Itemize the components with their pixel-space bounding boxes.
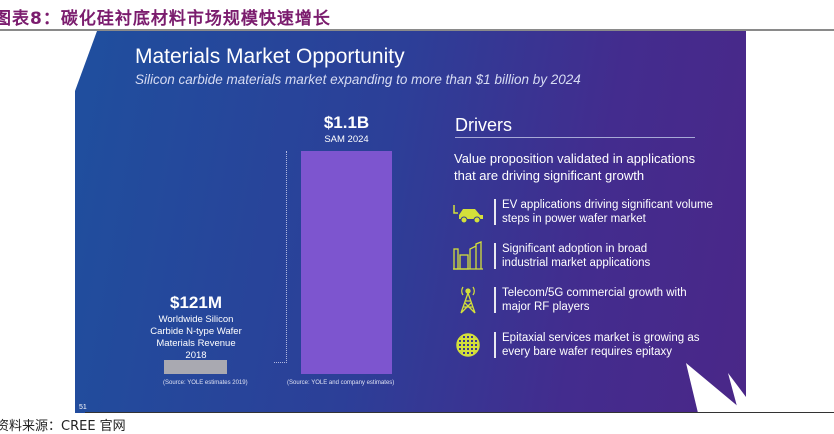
connector-line: [286, 151, 287, 363]
driver-text: every bare wafer requires epitaxy: [502, 346, 673, 358]
bar-2018: [164, 360, 227, 374]
factory-icon: [450, 241, 486, 271]
value-prop-line: Value proposition validated in applicati…: [454, 151, 696, 166]
left-label-line: Carbide N-type Wafer: [150, 326, 242, 337]
drivers-heading: Drivers: [455, 115, 512, 135]
driver-text: steps in power wafer market: [502, 213, 646, 225]
driver-text: major RF players: [502, 301, 590, 313]
driver-text: EV applications driving significant volu…: [502, 198, 713, 211]
divider: [0, 29, 834, 31]
driver-item: Significant adoption in broad industrial …: [450, 241, 650, 271]
slide-title: Materials Market Opportunity: [135, 45, 405, 68]
left-label-line: Worldwide Silicon: [158, 314, 234, 325]
driver-item: Epitaxial services market is growing as e…: [450, 330, 700, 360]
value-proposition: Value proposition validated in applicati…: [454, 150, 695, 184]
bar-2024: [301, 151, 392, 374]
driver-text: Epitaxial services market is growing as: [502, 331, 700, 344]
right-label: SAM 2024: [324, 134, 369, 145]
driver-text: Telecom/5G commercial growth with: [502, 286, 687, 299]
driver-item: EV applications driving significant volu…: [450, 197, 713, 227]
separator: [494, 287, 496, 313]
slide: Materials Market Opportunity Silicon car…: [75, 31, 746, 413]
figure-caption: 图表8：碳化硅衬底材料市场规模快速增长: [0, 9, 331, 29]
separator: [494, 199, 496, 225]
left-label: Worldwide Silicon Carbide N-type Wafer M…: [145, 314, 247, 362]
value-prop-line: that are driving significant growth: [454, 168, 645, 183]
left-source: (Source: YOLE estimates 2019): [163, 380, 248, 386]
separator: [494, 243, 496, 269]
left-value: $121M: [170, 293, 222, 312]
driver-text: Significant adoption in broad: [502, 242, 648, 255]
slide-subtitle: Silicon carbide materials market expandi…: [135, 72, 581, 87]
driver-text: industrial market applications: [502, 257, 651, 269]
right-source: (Source: YOLE and company estimates): [287, 380, 395, 386]
divider: [85, 412, 834, 413]
wafer-icon: [450, 330, 486, 360]
cell-tower-icon: [450, 285, 486, 315]
driver-item: Telecom/5G commercial growth with major R…: [450, 285, 687, 315]
separator: [494, 332, 496, 358]
source-footer: 资料来源：CREE 官网: [0, 419, 126, 434]
page-number: 51: [79, 404, 87, 411]
right-value: $1.1B: [323, 113, 370, 132]
car-icon: [450, 197, 486, 227]
left-label-line: Materials Revenue 2018: [156, 338, 236, 361]
divider: [455, 137, 695, 138]
connector-line: [274, 362, 287, 363]
